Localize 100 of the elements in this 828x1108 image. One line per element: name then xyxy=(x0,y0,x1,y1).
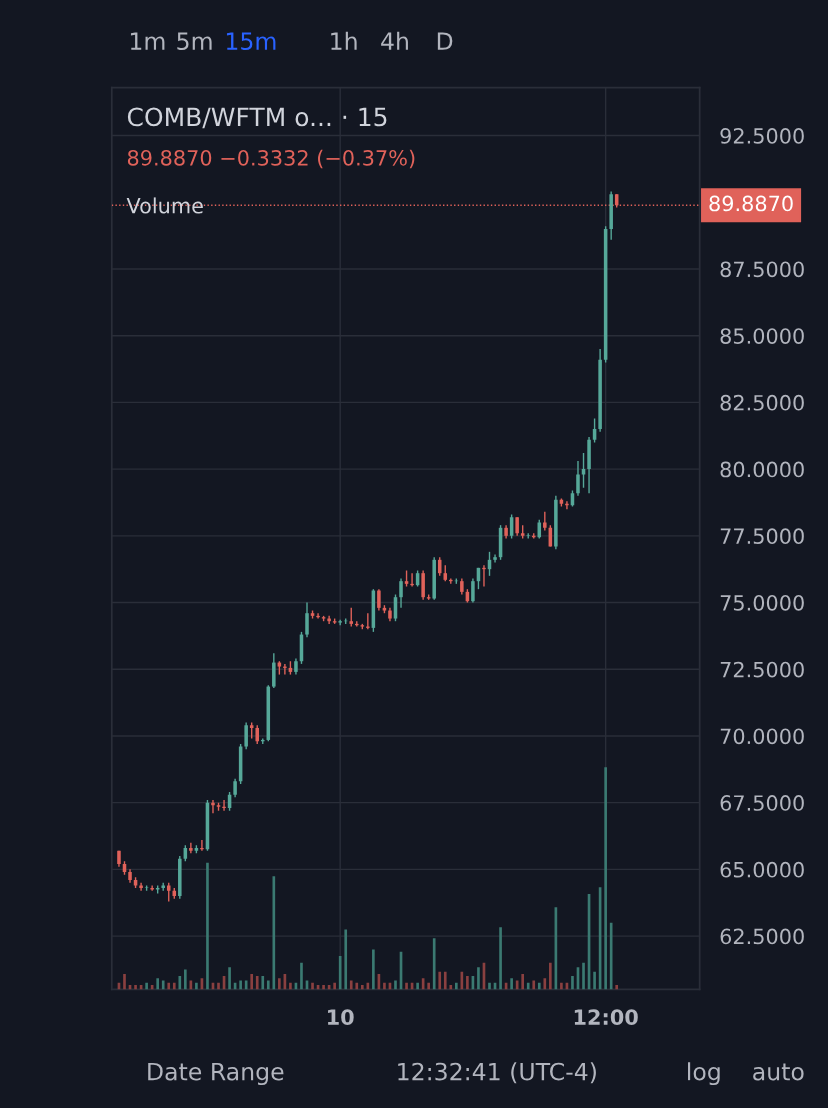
candlestick xyxy=(305,601,309,638)
y-tick-label: 80.0000 xyxy=(720,461,804,478)
y-tick-label: 92.5000 xyxy=(720,128,804,144)
bar xyxy=(466,976,469,990)
bar xyxy=(355,982,359,990)
bar xyxy=(405,982,408,990)
bar xyxy=(443,971,447,990)
candlestick xyxy=(189,841,193,855)
bar xyxy=(322,985,325,990)
bar xyxy=(604,767,607,990)
bar xyxy=(344,929,348,990)
bar xyxy=(521,973,525,990)
bar xyxy=(455,982,458,990)
bar xyxy=(228,967,231,990)
bar xyxy=(161,980,165,990)
y-tick-label: 77.5000 xyxy=(720,528,804,545)
y-tick-label: 75.0000 xyxy=(720,594,804,611)
y-tick-label: 70.0000 xyxy=(720,728,804,745)
candlestick xyxy=(399,577,403,609)
candlestick xyxy=(576,460,580,497)
bar xyxy=(134,985,137,990)
bar xyxy=(593,971,596,990)
text: Date Range xyxy=(148,1062,284,1086)
bar xyxy=(167,982,171,990)
text: D xyxy=(437,32,453,50)
bar xyxy=(571,976,574,990)
text: auto xyxy=(753,1063,804,1081)
text: 12:32:41 (UTC-4) xyxy=(398,1062,596,1084)
bar xyxy=(477,967,480,990)
ref-line-label: 89.8870 xyxy=(709,195,793,212)
text: 1m xyxy=(130,32,165,50)
bar xyxy=(560,982,563,990)
bar xyxy=(123,973,126,990)
bar xyxy=(582,962,585,990)
candlestick xyxy=(377,588,381,612)
bar xyxy=(537,982,541,990)
chart-title: Volume xyxy=(126,197,203,214)
bar xyxy=(266,980,270,990)
bar xyxy=(543,978,547,990)
bar xyxy=(499,927,502,990)
text: 5m xyxy=(177,32,212,51)
bar xyxy=(488,982,491,990)
bar xyxy=(615,985,619,990)
y-tick-label: 62.5000 xyxy=(720,928,804,945)
bar xyxy=(510,978,513,990)
bar xyxy=(349,980,353,990)
bar xyxy=(172,982,176,990)
bar xyxy=(427,982,430,990)
bar xyxy=(416,982,419,990)
y-tick-label: 82.5000 xyxy=(720,394,804,411)
bar xyxy=(394,980,397,990)
bar xyxy=(239,980,242,990)
bar xyxy=(255,976,259,990)
bar xyxy=(217,982,220,990)
bar xyxy=(360,985,364,990)
y-tick-label: 72.5000 xyxy=(720,661,804,678)
text: 15m xyxy=(226,32,276,51)
bar xyxy=(261,976,265,990)
bar xyxy=(289,982,292,990)
candlestick xyxy=(244,721,248,750)
bar xyxy=(383,982,386,990)
candlestick xyxy=(139,882,143,892)
bar xyxy=(432,938,436,990)
candlestick xyxy=(166,882,171,903)
y-tick-label: 65.0000 xyxy=(720,861,804,878)
y-tick-label: 87.5000 xyxy=(720,261,804,278)
bar xyxy=(609,922,613,990)
bar xyxy=(272,876,276,990)
text: log xyxy=(688,1062,720,1086)
candlestick xyxy=(349,607,354,628)
bar xyxy=(526,982,530,990)
candlestick xyxy=(255,724,259,745)
bar xyxy=(145,982,148,990)
text: 1h xyxy=(331,31,357,50)
candlestick xyxy=(493,553,497,564)
bar xyxy=(311,982,314,990)
bar xyxy=(195,982,198,990)
bar xyxy=(156,978,160,990)
bar xyxy=(178,976,182,990)
bar xyxy=(206,862,209,990)
bar xyxy=(333,982,336,990)
candlestick xyxy=(515,516,519,537)
text: 89.8870 −0.3332 (−0.37%) xyxy=(127,149,415,169)
candlestick xyxy=(471,577,475,604)
candlestick xyxy=(437,556,442,577)
bar xyxy=(372,949,375,990)
bar xyxy=(184,969,187,990)
bar xyxy=(549,962,552,990)
candlestick xyxy=(543,511,547,532)
y-tick-label: 67.5000 xyxy=(720,795,804,811)
bar xyxy=(278,978,281,990)
candlestick xyxy=(233,777,237,799)
bar xyxy=(250,973,254,990)
bar xyxy=(449,985,453,990)
text: COMB/WFTM o... · 15 xyxy=(127,107,387,129)
x-tick-label: 10 xyxy=(328,1009,354,1026)
bar xyxy=(532,980,536,990)
bar xyxy=(438,971,442,990)
bar xyxy=(338,956,342,990)
bar xyxy=(300,962,303,990)
